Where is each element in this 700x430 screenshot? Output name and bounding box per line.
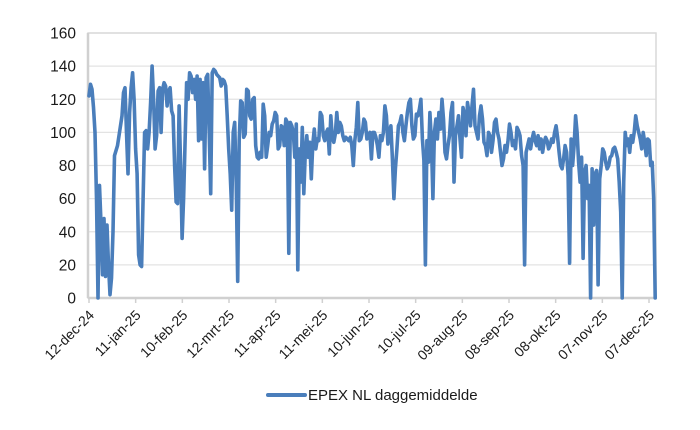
y-tick-label: 20 — [59, 257, 77, 274]
x-tick-label: 07-dec-25 — [601, 307, 657, 363]
x-tick-label: 12-dec-24 — [41, 307, 97, 363]
x-tick-label: 09-aug-25 — [414, 307, 471, 364]
x-tick-label: 12-mrt-25 — [183, 307, 237, 361]
series-line-epex-nl — [87, 64, 658, 300]
legend-label: EPEX NL daggemiddelde — [308, 387, 478, 404]
x-tick-label: 08-sep-25 — [461, 307, 517, 363]
y-tick-label: 0 — [67, 291, 76, 308]
x-tick-label: 07-nov-25 — [555, 307, 611, 363]
x-axis-ticks: 12-dec-2411-jan-2510-feb-2512-mrt-2511-a… — [41, 298, 657, 363]
y-tick-label: 100 — [50, 125, 76, 142]
x-tick-label: 10-feb-25 — [137, 307, 191, 361]
x-tick-label: 10-jun-25 — [324, 307, 377, 360]
y-tick-label: 140 — [50, 59, 76, 76]
x-tick-label: 11-mei-25 — [275, 307, 330, 362]
y-tick-label: 120 — [50, 92, 76, 109]
y-tick-label: 40 — [59, 224, 77, 241]
legend: EPEX NL daggemiddelde — [266, 387, 478, 404]
y-axis-ticks: 0 20 40 60 80 100 120 140 160 — [50, 26, 76, 308]
y-tick-label: 60 — [59, 191, 77, 208]
y-tick-label: 160 — [50, 26, 76, 43]
y-tick-label: 80 — [59, 158, 77, 175]
x-tick-label: 11-jan-25 — [91, 307, 144, 360]
